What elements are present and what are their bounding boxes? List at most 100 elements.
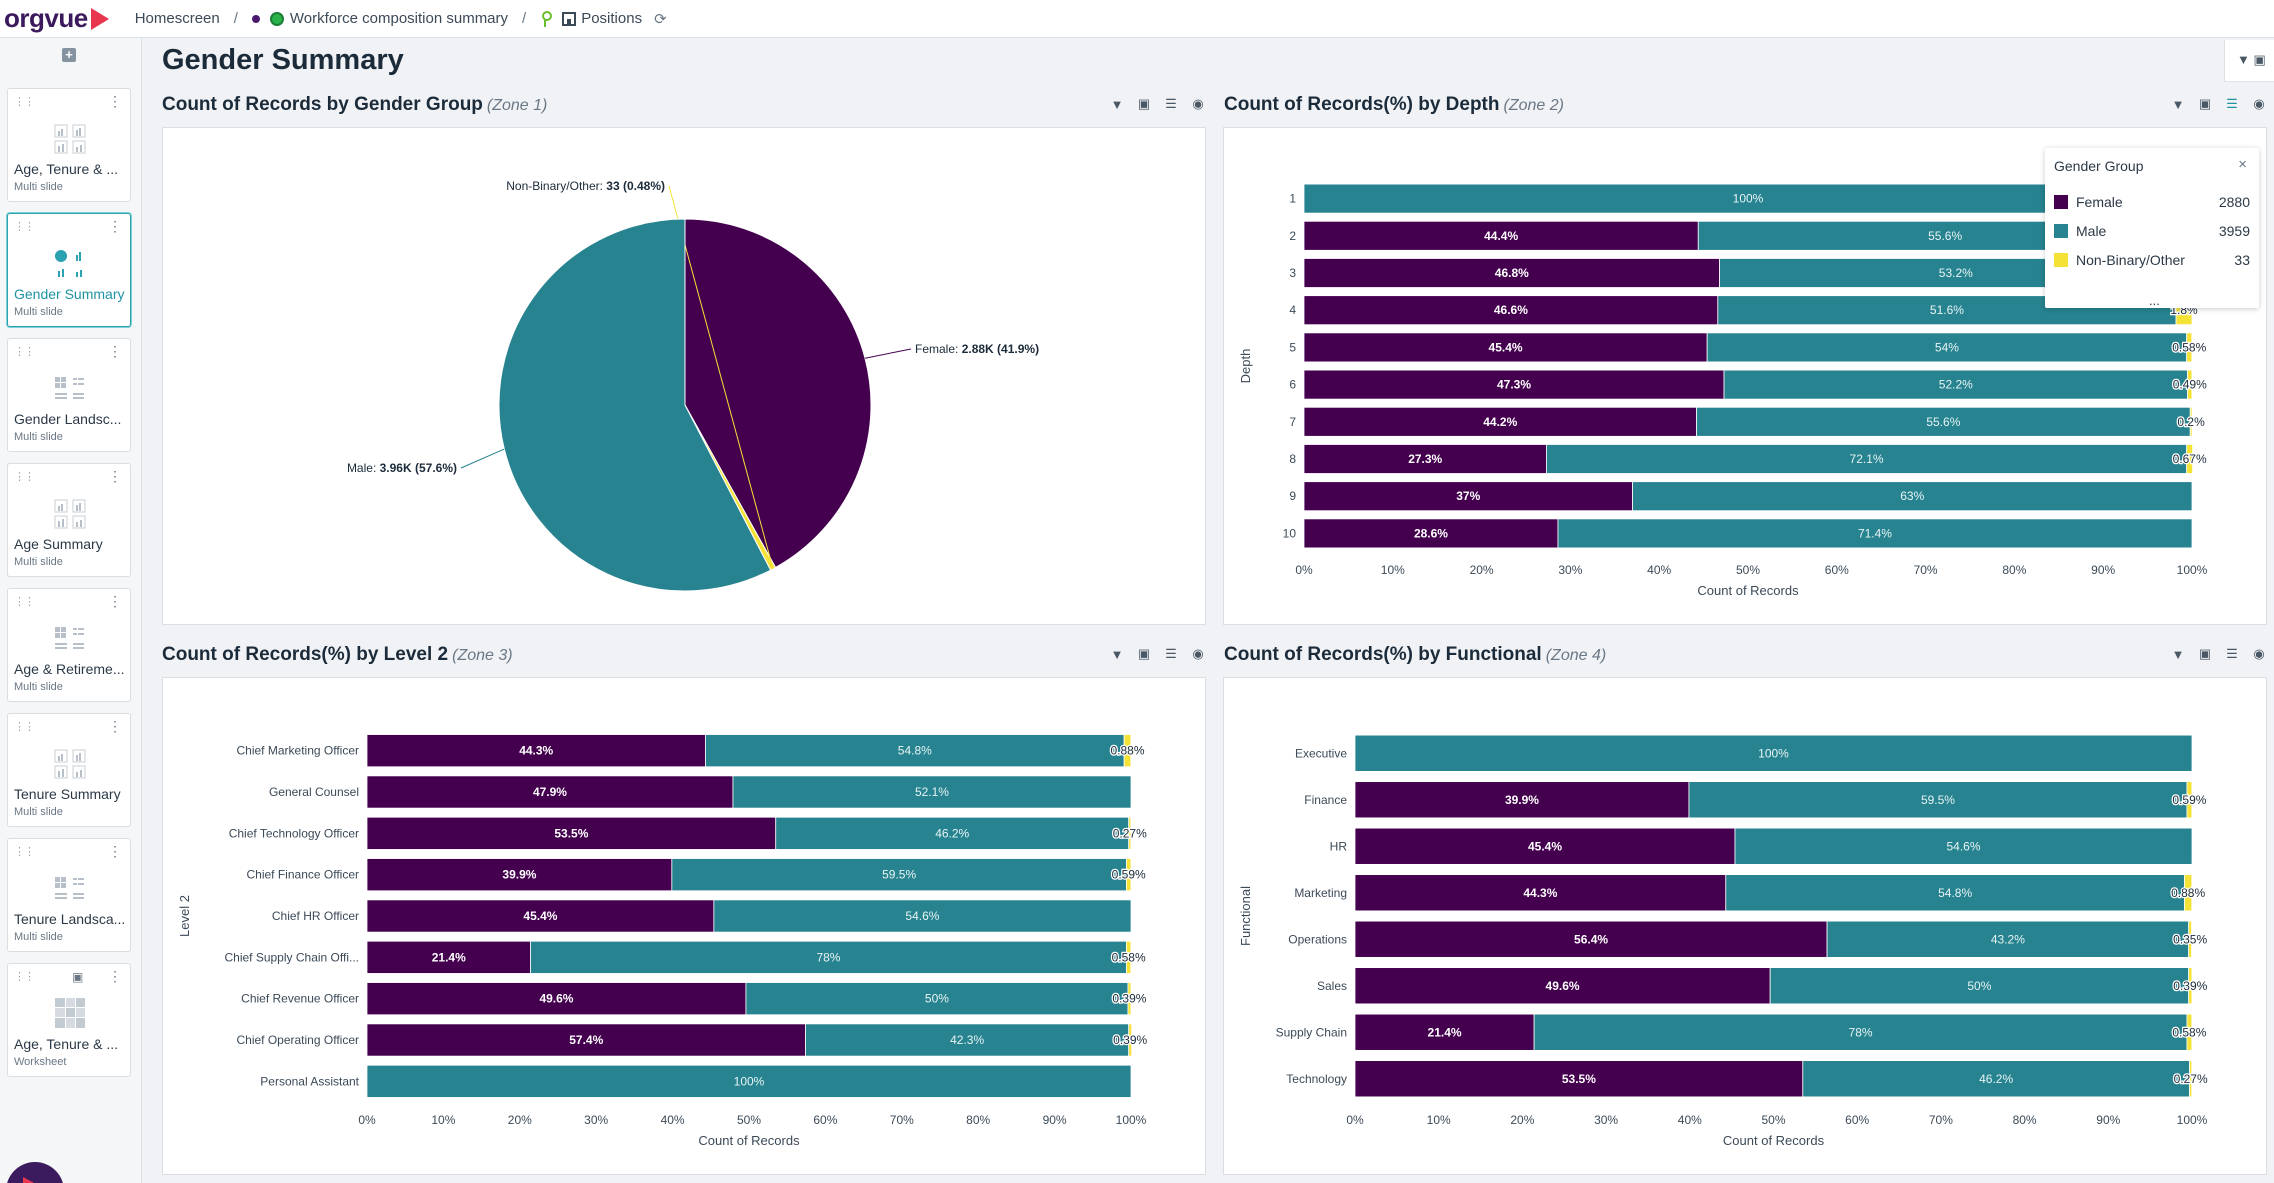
legend-label: Male xyxy=(2076,223,2107,239)
more-options-icon[interactable]: ⋮ xyxy=(108,593,122,609)
bar-data-label: 100% xyxy=(1758,746,1789,760)
add-slide-icon[interactable]: + xyxy=(62,48,76,62)
x-tick-label: 70% xyxy=(890,1113,914,1127)
multi-chart-thumbnail-icon xyxy=(54,124,86,154)
y-category-label: Operations xyxy=(1288,932,1347,946)
filter-icon[interactable]: ▼ xyxy=(2237,52,2250,67)
bar-data-label: 54.6% xyxy=(905,909,939,923)
slide-card-title: Tenure Summary xyxy=(14,786,121,802)
drag-handle-icon[interactable]: ⋮⋮ xyxy=(14,971,35,983)
bar-data-label: 27.3% xyxy=(1408,452,1442,466)
close-icon[interactable]: × xyxy=(2238,156,2247,173)
bar-segment-female xyxy=(1354,781,1690,819)
bar-data-label: 0.39% xyxy=(1112,992,1146,1006)
slide-card[interactable]: ⋮⋮ ⋮ Tenure Landsca... Multi slide xyxy=(7,838,131,952)
multi-chart-thumbnail-icon xyxy=(54,499,86,529)
drag-handle-icon[interactable]: ⋮⋮ xyxy=(14,471,35,483)
breadcrumb-separator: / xyxy=(233,10,238,27)
legend-item-female[interactable]: Female 2880 xyxy=(2054,192,2250,212)
drag-handle-icon[interactable]: ⋮⋮ xyxy=(14,721,35,733)
filter-icon[interactable]: ▼ xyxy=(1110,646,1124,662)
x-tick-label: 70% xyxy=(1929,1113,1953,1127)
pie-data-label: Female: 2.88K (41.9%) xyxy=(915,342,1039,356)
slide-card-type: Multi slide xyxy=(14,306,63,318)
more-options-icon[interactable]: ⋮ xyxy=(108,843,122,859)
page-title: Gender Summary xyxy=(162,44,404,76)
drag-handle-icon[interactable]: ⋮⋮ xyxy=(14,96,35,108)
x-tick-label: 70% xyxy=(1914,563,1938,577)
more-options-icon[interactable]: ⋮ xyxy=(108,343,122,359)
palette-icon[interactable]: ◉ xyxy=(1192,96,1204,111)
y-category-label: 3 xyxy=(1289,266,1296,280)
slide-card[interactable]: ⋮⋮ ⋮ Age, Tenure & ... Multi slide xyxy=(7,88,131,202)
zone-title: Count of Records by Gender Group xyxy=(162,94,483,115)
palette-icon[interactable]: ◉ xyxy=(2253,646,2265,661)
slide-card[interactable]: ⋮⋮ ⋮ Gender Landsc... Multi slide xyxy=(7,338,131,452)
bar-segment-male xyxy=(1533,1013,2188,1051)
y-category-label: Finance xyxy=(1304,793,1347,807)
legend-icon[interactable]: ☰ xyxy=(1165,96,1177,111)
bar-segment-female xyxy=(366,982,747,1016)
building-icon xyxy=(562,11,577,26)
more-options-icon[interactable]: ⋮ xyxy=(108,968,122,984)
orgvue-assistant-button[interactable] xyxy=(6,1162,64,1183)
legend-icon[interactable]: ☰ xyxy=(1165,646,1177,661)
drag-handle-icon[interactable]: ⋮⋮ xyxy=(14,221,35,233)
drag-handle-icon[interactable]: ⋮⋮ xyxy=(14,346,35,358)
more-options-icon[interactable]: ⋮ xyxy=(108,718,122,734)
slide-card[interactable]: ⋮⋮ ⋮ ▣ Age, Tenure & ... Worksheet xyxy=(7,963,131,1077)
orgvue-logo[interactable]: orgvue xyxy=(4,3,109,34)
x-tick-label: 80% xyxy=(966,1113,990,1127)
more-options-icon[interactable]: ⋮ xyxy=(108,93,122,109)
y-category-label: Sales xyxy=(1317,979,1347,993)
bar-segment-non-binary-other xyxy=(1123,734,1132,768)
legend-more-icon[interactable]: ... xyxy=(2149,293,2160,308)
worksheet-thumbnail-icon xyxy=(55,998,85,1028)
breadcrumb-home[interactable]: Homescreen xyxy=(134,10,220,27)
palette-icon[interactable]: ◉ xyxy=(1192,646,1204,661)
bar-segment-male xyxy=(530,940,1127,974)
filter-icon[interactable]: ▼ xyxy=(1110,96,1124,112)
bar-data-label: 0.58% xyxy=(1112,950,1146,964)
drag-handle-icon[interactable]: ⋮⋮ xyxy=(14,596,35,608)
legend-swatch xyxy=(2054,195,2068,209)
comment-icon[interactable]: ▣ xyxy=(72,970,84,984)
breadcrumb-dataset[interactable]: Workforce composition summary xyxy=(251,10,508,27)
x-tick-label: 50% xyxy=(1761,1113,1785,1127)
legend-item-male[interactable]: Male 3959 xyxy=(2054,221,2250,241)
x-tick-label: 80% xyxy=(2013,1113,2037,1127)
comment-icon[interactable]: ▣ xyxy=(2253,52,2266,67)
y-category-label: 2 xyxy=(1289,229,1296,243)
bar-segment-male xyxy=(1734,827,2193,865)
zone-title: Count of Records(%) by Level 2 xyxy=(162,644,449,665)
bar-segment-male xyxy=(366,1064,1132,1098)
more-options-icon[interactable]: ⋮ xyxy=(108,218,122,234)
legend-item-nonbinary[interactable]: Non-Binary/Other 33 xyxy=(2054,250,2250,270)
slide-card[interactable]: ⋮⋮ ⋮ Age Summary Multi slide xyxy=(7,463,131,577)
legend-icon[interactable]: ☰ xyxy=(2226,646,2238,661)
palette-icon[interactable]: ◉ xyxy=(2253,96,2265,111)
drag-handle-icon[interactable]: ⋮⋮ xyxy=(14,846,35,858)
pie-data-label: Male: 3.96K (57.6%) xyxy=(347,461,457,475)
bar-data-label: 0.39% xyxy=(1113,1033,1147,1047)
x-tick-label: 10% xyxy=(1381,563,1405,577)
bar-data-label: 47.3% xyxy=(1497,378,1531,392)
slide-card[interactable]: ⋮⋮ ⋮ Tenure Summary Multi slide xyxy=(7,713,131,827)
refresh-icon[interactable]: ⟳ xyxy=(654,10,667,28)
legend-icon[interactable]: ☰ xyxy=(2226,96,2238,111)
comment-icon[interactable]: ▣ xyxy=(2198,646,2212,661)
slide-card-active[interactable]: ⋮⋮ ⋮ Gender Summary Multi slide xyxy=(7,213,131,327)
bar-segment-male xyxy=(1696,406,2191,437)
slide-card-title: Gender Landsc... xyxy=(14,411,122,427)
comment-icon[interactable]: ▣ xyxy=(1137,96,1151,111)
bar-segment-male xyxy=(1725,874,2185,912)
y-category-label: Technology xyxy=(1286,1072,1347,1086)
comment-icon[interactable]: ▣ xyxy=(2198,96,2212,111)
breadcrumb-view[interactable]: Positions xyxy=(562,10,642,27)
slide-card[interactable]: ⋮⋮ ⋮ Age & Retireme... Multi slide xyxy=(7,588,131,702)
filter-icon[interactable]: ▼ xyxy=(2171,646,2185,662)
more-options-icon[interactable]: ⋮ xyxy=(108,468,122,484)
filter-icon[interactable]: ▼ xyxy=(2171,96,2185,112)
comment-icon[interactable]: ▣ xyxy=(1137,646,1151,661)
bar-segment-male xyxy=(671,858,1127,892)
